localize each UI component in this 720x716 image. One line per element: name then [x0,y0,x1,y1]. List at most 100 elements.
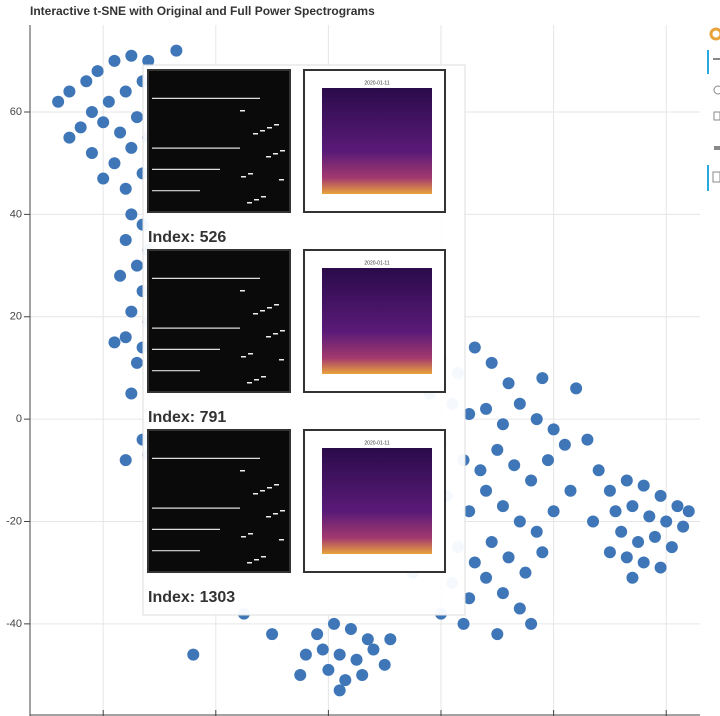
point [525,474,538,487]
point [125,49,138,62]
point [541,454,554,467]
point [114,269,127,282]
point [119,233,132,246]
point [119,85,132,98]
spectrogram-speck [247,202,252,204]
y-tick-label: -20 [6,515,22,527]
spectrogram-speck [266,516,271,518]
power-spectrogram [322,448,432,554]
chart-title: Interactive t-SNE with Original and Full… [30,4,375,18]
point [266,628,279,641]
point [468,556,481,569]
point [648,530,661,543]
spectrogram-speck [260,490,265,492]
tooltip: 2020-01-11 Index: 526 2020-01-11 Index: 791… [142,64,466,616]
point [187,648,200,661]
spectrogram-title: 2020-01-11 [364,260,389,266]
point [558,438,571,451]
point [519,566,532,579]
spectrogram-speck [260,310,265,312]
point [660,515,673,528]
point [119,331,132,344]
point [328,617,341,630]
point [80,75,93,88]
point [294,669,307,682]
point [513,397,526,410]
point [119,454,132,467]
point [367,643,380,656]
point [333,684,346,697]
point [114,126,127,139]
point [513,515,526,528]
point [626,571,639,584]
point [513,602,526,615]
point [609,505,622,518]
spectrogram-title: 2020-01-11 [364,440,389,446]
point [530,413,543,426]
point [637,556,650,569]
y-tick-label: 40 [10,208,22,220]
point [125,208,138,221]
point [615,525,628,538]
point [108,54,121,67]
spectrogram-speck [240,290,245,292]
point [502,377,515,390]
spectrogram-speck [241,356,246,358]
point [536,372,549,385]
point [485,535,498,548]
spectrogram-speck [267,307,272,309]
point [63,131,76,144]
spectrogram-title: 2020-01-11 [364,80,389,86]
point [322,663,335,676]
point [85,106,98,119]
point [603,484,616,497]
point [581,433,594,446]
point [564,484,577,497]
point [496,418,509,431]
point [119,182,132,195]
power-spectrogram [322,88,432,194]
pan-tool[interactable] [713,58,720,60]
hover-tool[interactable] [712,171,720,183]
save-tool[interactable] [713,111,720,121]
bokeh-logo[interactable] [709,27,720,41]
point [85,146,98,159]
point [130,111,143,124]
point [665,541,678,554]
point [603,546,616,559]
point [508,459,521,472]
point [339,674,352,687]
y-tick-label: 60 [10,106,22,118]
point [130,259,143,272]
spectrogram-speck [280,150,285,152]
tool-active-indicator [707,50,709,74]
point [125,305,138,318]
spectrogram-speck [254,379,259,381]
spectrogram-speck [266,336,271,338]
point [350,653,363,666]
point [570,382,583,395]
point [52,95,65,108]
point [480,484,493,497]
reset-tool[interactable] [714,146,720,150]
point [108,336,121,349]
hover-tool-indicator [707,165,709,191]
point [626,500,639,513]
spectrogram-speck [280,330,285,332]
zoom-tool[interactable] [713,85,720,95]
point [463,408,476,421]
point [491,628,504,641]
point [299,648,312,661]
point [170,44,183,57]
spectrogram-speck [273,513,278,515]
spectrogram-speck [273,333,278,335]
point [485,356,498,369]
spectrogram-speck [280,510,285,512]
point [491,443,504,456]
point [91,65,104,78]
spectrogram-speck [247,562,252,564]
original-spectrogram [147,429,291,573]
spectrogram-speck [267,127,272,129]
tooltip-row: 2020-01-11 Index: 526 [147,69,446,246]
